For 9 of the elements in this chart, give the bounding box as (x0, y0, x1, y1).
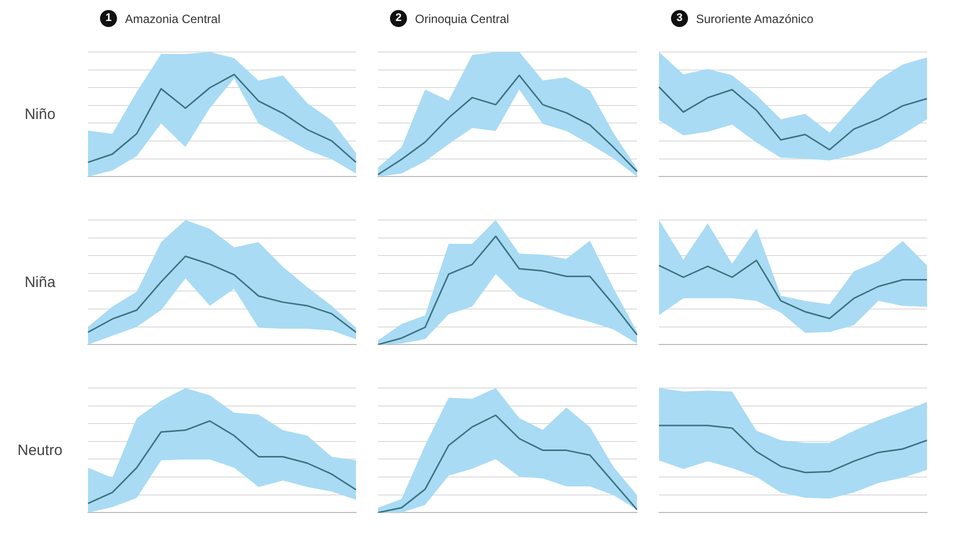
text: 2 (390, 10, 407, 27)
y-axis-title: Niño (24, 106, 56, 122)
chart-title: Amazonia Central (125, 12, 220, 26)
y-axis-title: Neutro (16, 442, 64, 458)
chart-title: Orinoquia Central (415, 12, 510, 26)
y-axis-title: Niña (24, 274, 56, 290)
text: 1 (100, 10, 117, 27)
chart-title: Suroriente Amazónico (696, 12, 814, 26)
text: 3 (671, 10, 688, 27)
